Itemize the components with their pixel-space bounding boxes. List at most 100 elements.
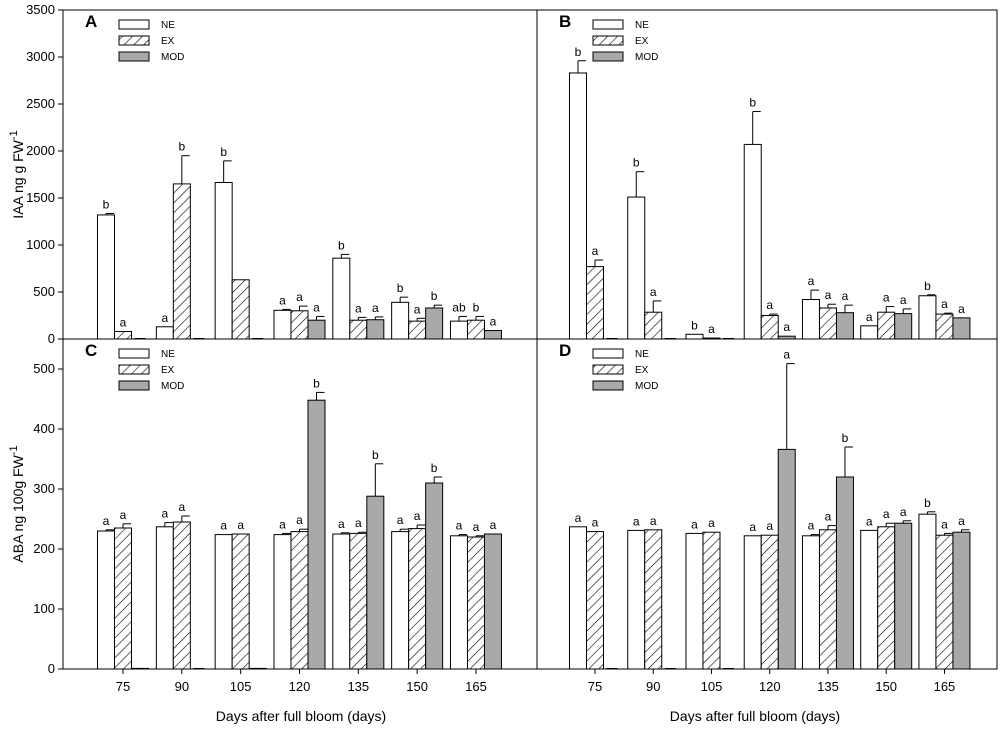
bar-ex	[231, 533, 250, 670]
bar-ex	[408, 528, 427, 670]
bar-ne	[860, 529, 879, 670]
x-axis-label: Days after full bloom (days)	[670, 708, 840, 724]
legend-label: NE	[161, 349, 175, 360]
legend-swatch-ex	[592, 35, 624, 46]
bar-ex	[935, 534, 954, 670]
bar-mod	[835, 476, 854, 670]
bar-ne	[685, 333, 704, 340]
bar-ex	[290, 531, 309, 670]
significance-label: a	[490, 315, 497, 329]
bar-ne	[569, 526, 587, 670]
legend-label: MOD	[161, 52, 184, 63]
bar-mod	[248, 667, 267, 670]
bar-mod	[483, 533, 502, 670]
significance-label: ab	[452, 300, 466, 314]
significance-label: a	[883, 507, 890, 521]
bar-ne	[449, 320, 468, 340]
significance-label: a	[825, 510, 832, 524]
bar-ne	[743, 143, 762, 340]
legend-label: NE	[635, 20, 649, 31]
bar-mod	[777, 335, 796, 340]
bar-ne	[214, 181, 233, 340]
significance-label: a	[120, 508, 127, 522]
significance-label: b	[924, 279, 931, 293]
significance-label: b	[431, 461, 438, 475]
bar-ne	[627, 529, 646, 670]
significance-label: a	[900, 505, 907, 519]
legend-label: EX	[161, 365, 175, 376]
significance-label: a	[808, 519, 815, 533]
bar-mod	[366, 319, 385, 340]
significance-label: a	[941, 297, 948, 311]
significance-label: a	[296, 290, 303, 304]
bar-ne	[155, 526, 174, 670]
bar-ex	[349, 532, 368, 670]
bar-ne	[155, 326, 174, 340]
legend-swatch-mod	[592, 380, 624, 391]
significance-label: a	[237, 518, 244, 532]
bar-ex	[818, 529, 837, 670]
significance-label: a	[592, 244, 599, 258]
bar-ex	[290, 310, 309, 340]
bar-ex	[114, 527, 132, 670]
bar-ne	[273, 309, 292, 340]
bar-ex	[114, 330, 132, 340]
significance-label: b	[473, 300, 480, 314]
x-tick-label: 105	[230, 679, 252, 694]
significance-label: a	[650, 285, 657, 299]
y-tick-label: 300	[33, 481, 55, 496]
legend-swatch-mod	[118, 51, 150, 62]
bar-ne	[685, 532, 704, 670]
bar-ne	[273, 534, 292, 670]
y-tick-label: 3500	[26, 2, 55, 17]
bar-ne	[860, 325, 879, 340]
x-tick-label: 135	[347, 679, 369, 694]
y-tick-label: 0	[48, 331, 55, 346]
y-tick-label: 3000	[26, 49, 55, 64]
y-tick-label: 100	[33, 601, 55, 616]
significance-label: a	[296, 513, 303, 527]
legend-label: EX	[161, 36, 175, 47]
significance-label: a	[279, 293, 286, 307]
significance-label: b	[575, 45, 582, 59]
legend-swatch-ne	[592, 348, 624, 359]
significance-label: a	[414, 509, 421, 523]
legend-swatch-ne	[118, 19, 150, 30]
significance-label: a	[883, 291, 890, 305]
panel-letter: A	[85, 12, 97, 31]
x-tick-label: 120	[759, 679, 781, 694]
bar-ex	[644, 529, 663, 670]
x-tick-label: 120	[289, 679, 311, 694]
bar-ne	[97, 214, 115, 340]
bar-ne	[391, 301, 410, 340]
bar-mod	[131, 667, 149, 670]
x-tick-label: 165	[465, 679, 487, 694]
bar-ex	[760, 315, 779, 340]
significance-label: a	[355, 301, 362, 315]
panel-letter: B	[559, 12, 571, 31]
legend-label: MOD	[635, 52, 658, 63]
x-tick-label: 105	[701, 679, 723, 694]
significance-label: a	[958, 514, 965, 528]
significance-label: b	[220, 145, 227, 159]
bar-mod	[307, 319, 326, 340]
bar-mod	[894, 522, 913, 670]
y-tick-label: 1500	[26, 190, 55, 205]
significance-label: a	[749, 520, 756, 534]
legend-swatch-ex	[592, 364, 624, 375]
significance-label: a	[120, 315, 127, 329]
y-axis-label: IAA ng g FW-1	[8, 130, 26, 218]
bar-ex	[818, 307, 837, 340]
legend-swatch-ex	[118, 364, 150, 375]
bar-ne	[627, 196, 646, 340]
bar-ex	[466, 319, 485, 340]
bar-ex	[760, 534, 779, 670]
significance-label: a	[633, 514, 640, 528]
significance-label: a	[397, 513, 404, 527]
bar-mod	[307, 399, 326, 670]
significance-label: b	[842, 431, 849, 445]
bar-ex	[644, 311, 663, 340]
bar-ne	[97, 530, 115, 670]
